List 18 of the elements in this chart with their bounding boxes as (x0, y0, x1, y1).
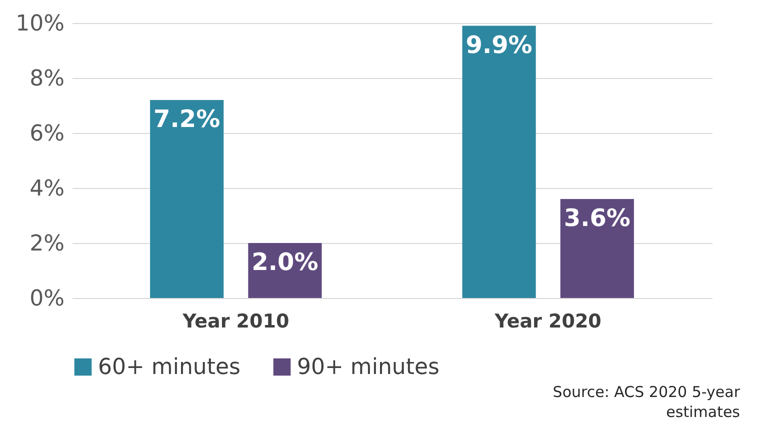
data-label: 9.9% (466, 30, 532, 59)
bar (462, 26, 536, 298)
y-tick-label: 0% (30, 286, 64, 312)
y-tick-label: 6% (30, 122, 64, 146)
legend-label: 90+ minutes (297, 355, 440, 380)
data-label: 2.0% (252, 248, 318, 276)
data-label: 7.2% (154, 105, 220, 133)
x-tick-label: Year 2020 (494, 310, 602, 332)
source-note: Source: ACS 2020 5-year estimates (552, 383, 741, 421)
y-tick-label: 4% (30, 176, 64, 202)
y-tick-label: 8% (30, 66, 64, 92)
bar (560, 199, 634, 298)
legend-label: 60+ minutes (98, 355, 240, 380)
data-label: 3.6% (564, 204, 630, 232)
y-tick-label: 2% (30, 232, 64, 256)
bar (150, 100, 224, 298)
x-tick-label: Year 2010 (182, 310, 290, 332)
y-tick-label: 10% (16, 12, 64, 36)
